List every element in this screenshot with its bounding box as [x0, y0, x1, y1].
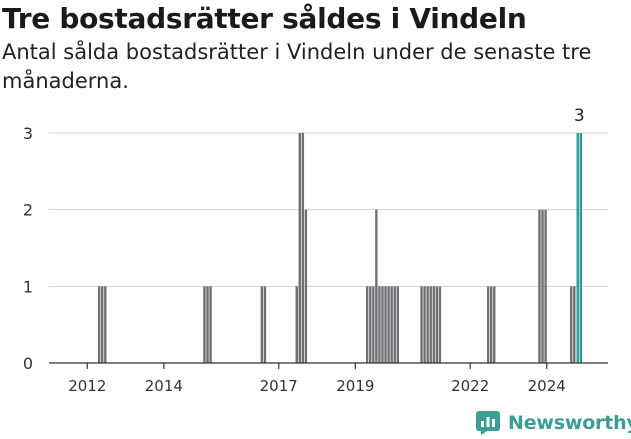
bar — [384, 286, 387, 363]
bar — [570, 286, 573, 363]
x-tick-label: 2012 — [68, 377, 106, 395]
bar — [369, 286, 372, 363]
bar — [420, 286, 423, 363]
bar — [263, 286, 267, 363]
bar — [426, 286, 429, 363]
x-tick-label: 2019 — [336, 377, 374, 395]
newsworthy-logo: Newsworthy — [476, 408, 631, 438]
bar — [97, 286, 101, 363]
y-tick-label: 1 — [23, 277, 33, 296]
bar — [206, 286, 209, 363]
bar — [490, 286, 493, 363]
bar — [387, 286, 390, 363]
bar — [576, 133, 579, 363]
bar — [486, 286, 490, 363]
bar — [541, 209, 544, 363]
bar — [372, 286, 375, 363]
data-label: 3 — [574, 106, 585, 126]
bar — [260, 286, 264, 363]
bar — [544, 209, 547, 363]
bar — [435, 286, 439, 363]
bar — [301, 133, 305, 363]
brand-name: Newsworthy — [508, 412, 631, 434]
bar — [438, 286, 442, 363]
y-tick-label: 3 — [23, 124, 33, 143]
x-tick-label: 2017 — [260, 377, 298, 395]
bar — [538, 209, 541, 363]
y-tick-label: 2 — [23, 201, 33, 220]
bar — [209, 286, 212, 363]
bar — [295, 286, 298, 363]
newsworthy-icon — [476, 411, 500, 435]
bar — [429, 286, 432, 363]
bar — [396, 286, 399, 363]
bar — [381, 286, 384, 363]
bar — [493, 286, 496, 363]
bar — [393, 286, 396, 363]
bar — [423, 286, 426, 363]
bar — [432, 286, 435, 363]
chart-subtitle: Antal sålda bostadsrätter i Vindeln unde… — [2, 40, 592, 93]
bar — [573, 286, 576, 363]
chart-title: Tre bostadsrätter såldes i Vindeln — [2, 2, 527, 35]
bar — [579, 133, 583, 363]
y-tick-label: 0 — [23, 354, 33, 373]
bar — [375, 209, 378, 363]
bar — [304, 209, 308, 363]
bar — [390, 286, 393, 363]
x-tick-label: 2022 — [451, 377, 489, 395]
bar — [104, 286, 107, 363]
bar — [203, 286, 206, 363]
bar — [378, 286, 381, 363]
bar — [101, 286, 104, 363]
x-tick-label: 2024 — [528, 377, 566, 395]
bar — [365, 286, 369, 363]
bar — [298, 133, 301, 363]
x-tick-label: 2014 — [145, 377, 183, 395]
